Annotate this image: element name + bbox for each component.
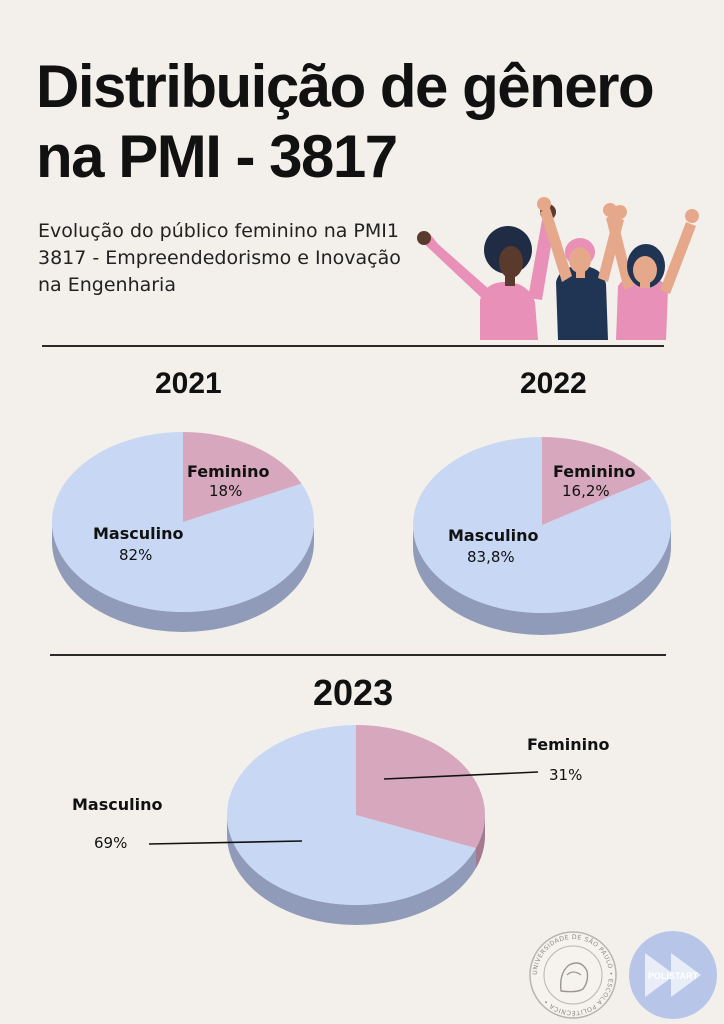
pie-2023-feminino-label: Feminino [527, 735, 610, 754]
pie-2023-feminino-value: 31% [549, 766, 582, 784]
usp-escola-politecnica-logo: UNIVERSIDADE DE SÃO PAULO • ESCOLA POLIT… [527, 929, 619, 1021]
polistart-text: POLISTART [648, 971, 699, 981]
polistart-logo: POLISTART [627, 929, 719, 1021]
pie-2023-masculino-label: Masculino [72, 795, 162, 814]
pie-2023-masculino-value: 69% [94, 834, 127, 852]
